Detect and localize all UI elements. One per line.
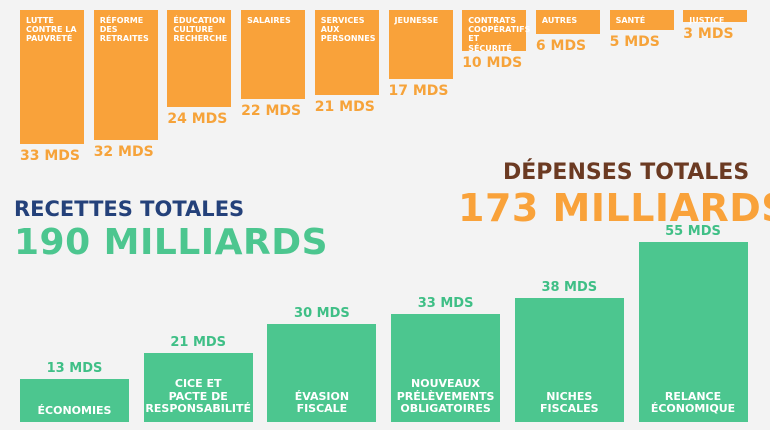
spending-value-label: 3 MDS [683,26,734,43]
spending-bar: CONTRATS COOPÉRATIFS ET SÉCURITÉ [462,10,531,53]
spending-bar: SANTÉ [609,10,674,31]
revenue-bar: CICE ET PACTE DE RESPONSABILITÉ [143,353,253,422]
spending-value-label: 6 MDS [535,38,587,55]
revenue-value-label: 33 MDS [417,296,474,311]
spending-bar: JEUNESSE [388,10,453,80]
spending-value-label: 33 MDS [20,148,80,164]
spending-bar-label: ÉDUCATION CULTURE RECHERCHE [173,16,228,44]
spending-bar: AUTRES [535,10,600,35]
spending-value-label: 5 MDS [609,34,660,51]
spending-value-label: 24 MDS [167,111,228,128]
revenue-bar-label: ÉVASION FISCALE [294,389,350,416]
revenue-bar: NICHES FISCALES [514,297,624,422]
spending-bar-label: JUSTICE [689,16,725,25]
spending-title: DÉPENSES TOTALES [503,160,750,185]
revenue-bar: NOUVEAUX PRÉLÈVEMENTS OBLIGATOIRES [391,314,501,422]
spending-total: 173 MILLIARDS [458,186,770,230]
revenue-bar-label: ÉCONOMIES [37,404,112,418]
spending-value-label: 21 MDS [314,99,375,116]
spending-value-label: 17 MDS [388,83,449,100]
revenue-value-label: 30 MDS [294,305,350,321]
spending-bar-label: JEUNESSE [394,16,439,25]
revenue-value-label: 38 MDS [541,279,598,295]
revenue-bar: RELANCE ÉCONOMIQUE [638,242,748,422]
revenue-title: RECETTES TOTALES [14,197,245,221]
spending-bar-label: AUTRES [541,16,578,25]
spending-bar-label: LUTTE CONTRE LA PAUVRETÉ [26,16,77,44]
spending-bar-label: CONTRATS COOPÉRATIFS ET SÉCURITÉ [468,16,531,53]
revenue-total: 190 MILLIARDS [14,222,329,263]
revenue-bar-label: NICHES FISCALES [540,389,599,416]
spending-value-label: 10 MDS [462,54,523,71]
revenue-bar: ÉVASION FISCALE [267,323,377,422]
spending-value-label: 32 MDS [93,143,154,160]
revenue-bar-label: CICE ET PACTE DE RESPONSABILITÉ [145,377,251,416]
spending-bar: JUSTICE [683,10,748,25]
revenue-bar: ÉCONOMIES [20,379,129,422]
revenue-bar-label: RELANCE ÉCONOMIQUE [650,389,736,416]
spending-bar-label: SERVICES AUX PERSONNES [320,16,376,44]
spending-bar: LUTTE CONTRE LA PAUVRETÉ [20,10,84,144]
spending-bar: ÉDUCATION CULTURE RECHERCHE [167,10,232,108]
spending-bar-label: RÉFORME DES RETRAITES [99,16,149,44]
revenue-value-label: 13 MDS [46,361,103,377]
spending-value-label: 22 MDS [241,103,302,120]
spending-bar: RÉFORME DES RETRAITES [93,10,158,140]
spending-bar-label: SALAIRES [247,16,291,25]
revenue-value-label: 55 MDS [665,224,721,239]
revenue-value-label: 21 MDS [170,335,227,351]
spending-bar-label: SANTÉ [615,16,646,25]
spending-bar: SERVICES AUX PERSONNES [314,10,379,96]
spending-bar: SALAIRES [241,10,306,100]
revenue-bar-label: NOUVEAUX PRÉLÈVEMENTS OBLIGATOIRES [396,377,495,416]
